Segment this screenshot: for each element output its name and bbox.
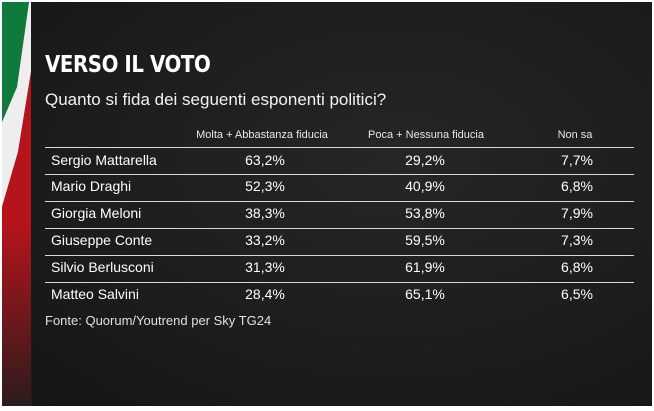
distrust-value: 65,1%	[405, 286, 445, 302]
politician-name: Silvio Berlusconi	[51, 259, 154, 275]
table-row: Giuseppe Conte 33,2% 59,5% 7,3%	[2, 232, 652, 254]
distrust-value: 59,5%	[405, 232, 445, 248]
page-title: VERSO IL VOTO	[45, 52, 211, 78]
dont-know-value: 7,7%	[561, 152, 593, 168]
trust-value: 28,4%	[245, 286, 285, 302]
row-divider	[45, 255, 634, 256]
distrust-value: 40,9%	[405, 178, 445, 194]
trust-value: 31,3%	[245, 259, 285, 275]
row-divider	[45, 201, 634, 202]
trust-value: 52,3%	[245, 178, 285, 194]
dont-know-value: 7,9%	[561, 205, 593, 221]
row-divider	[45, 282, 634, 283]
trust-value: 33,2%	[245, 232, 285, 248]
politician-name: Giuseppe Conte	[51, 232, 153, 248]
distrust-value: 61,9%	[405, 259, 445, 275]
row-divider	[45, 147, 634, 148]
table-row: Sergio Mattarella 63,2% 29,2% 7,7%	[2, 152, 652, 174]
row-divider	[45, 228, 634, 229]
politician-name: Giorgia Meloni	[51, 205, 142, 221]
background	[2, 2, 652, 406]
column-header-distrust: Poca + Nessuna fiducia	[368, 129, 484, 141]
page-subtitle: Quanto si fida dei seguenti esponenti po…	[45, 90, 387, 109]
row-divider	[45, 174, 634, 175]
politician-name: Matteo Salvini	[51, 286, 139, 302]
politician-name: Sergio Mattarella	[51, 152, 157, 168]
distrust-value: 29,2%	[405, 152, 445, 168]
dont-know-value: 7,3%	[561, 232, 593, 248]
table-row: Giorgia Meloni 38,3% 53,8% 7,9%	[2, 205, 652, 227]
column-header-trust: Molta + Abbastanza fiducia	[196, 129, 328, 141]
trust-value: 63,2%	[245, 152, 285, 168]
graphic-panel: VERSO IL VOTO Quanto si fida dei seguent…	[2, 2, 652, 406]
politician-name: Mario Draghi	[51, 178, 132, 194]
dont-know-value: 6,8%	[561, 178, 593, 194]
trust-value: 38,3%	[245, 205, 285, 221]
table-row: Mario Draghi 52,3% 40,9% 6,8%	[2, 178, 652, 200]
source-note: Fonte: Quorum/Youtrend per Sky TG24	[45, 313, 272, 328]
distrust-value: 53,8%	[405, 205, 445, 221]
italian-flag-stripe	[2, 2, 32, 406]
column-header-dont-know: Non sa	[557, 129, 593, 141]
table-row: Silvio Berlusconi 31,3% 61,9% 6,8%	[2, 259, 652, 281]
table-row: Matteo Salvini 28,4% 65,1% 6,5%	[2, 286, 652, 308]
dont-know-value: 6,8%	[561, 259, 593, 275]
dont-know-value: 6,5%	[561, 286, 593, 302]
